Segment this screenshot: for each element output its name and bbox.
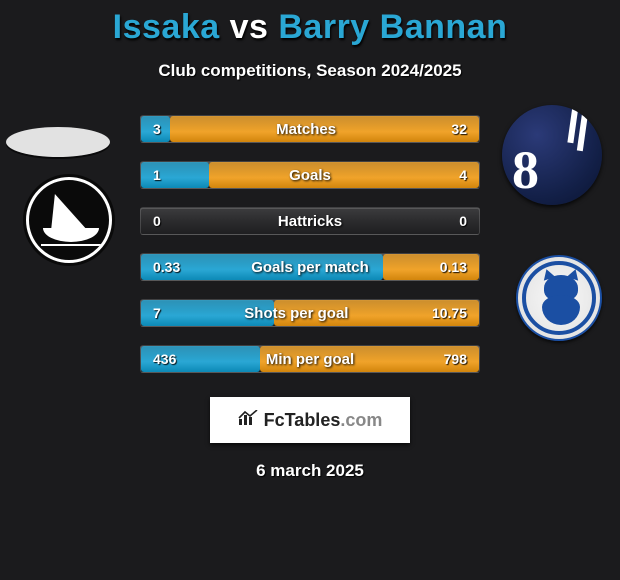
player1-name: Issaka xyxy=(113,8,220,46)
stat-right-value: 4 xyxy=(447,167,479,183)
stat-label: Hattricks xyxy=(173,213,447,230)
stat-bar: 7Shots per goal10.75 xyxy=(140,299,480,327)
player2-name: Barry Bannan xyxy=(278,8,507,46)
page-title: Issaka vs Barry Bannan xyxy=(0,0,620,47)
stat-left-value: 436 xyxy=(141,351,188,367)
player2-photo: 8 xyxy=(502,105,602,205)
stat-right-value: 0.13 xyxy=(428,259,479,275)
stat-label: Goals xyxy=(173,167,447,184)
subtitle: Club competitions, Season 2024/2025 xyxy=(0,61,620,81)
stat-bar: 436Min per goal798 xyxy=(140,345,480,373)
stat-left-value: 0.33 xyxy=(141,259,192,275)
stat-right-value: 798 xyxy=(432,351,479,367)
stat-right-value: 10.75 xyxy=(420,305,479,321)
jersey-number: 8 xyxy=(512,139,539,201)
plymouth-badge-icon xyxy=(26,177,112,263)
jersey-icon: 8 xyxy=(502,105,602,205)
stat-left-value: 1 xyxy=(141,167,173,183)
stat-bar: 0.33Goals per match0.13 xyxy=(140,253,480,281)
chart-icon xyxy=(238,410,258,431)
stat-left-value: 3 xyxy=(141,121,173,137)
comparison-panel: 8 3Matches32 1Goals4 0Hattricks0 0.33Goals … xyxy=(0,115,620,373)
stat-right-value: 0 xyxy=(447,213,479,229)
sheffield-wed-badge-icon xyxy=(516,255,602,341)
snapshot-date: 6 march 2025 xyxy=(0,461,620,481)
stat-bar: 1Goals4 xyxy=(140,161,480,189)
player1-photo xyxy=(6,115,110,175)
stat-bar: 0Hattricks0 xyxy=(140,207,480,235)
branding-strip: FcTables.com xyxy=(210,397,410,443)
silhouette-icon xyxy=(6,127,110,157)
stat-label: Goals per match xyxy=(192,259,428,276)
branding-site: FcTables xyxy=(264,410,341,430)
branding-text: FcTables.com xyxy=(264,410,383,431)
vs-separator: vs xyxy=(230,8,269,46)
stat-left-value: 0 xyxy=(141,213,173,229)
stat-right-value: 32 xyxy=(439,121,479,137)
stat-bars: 3Matches32 1Goals4 0Hattricks0 0.33Goals pe… xyxy=(140,115,480,373)
branding-suffix: .com xyxy=(340,410,382,430)
player1-club-badge xyxy=(26,177,112,263)
stat-label: Shots per goal xyxy=(173,305,420,322)
stat-left-value: 7 xyxy=(141,305,173,321)
stat-label: Min per goal xyxy=(188,351,431,368)
stat-label: Matches xyxy=(173,121,440,138)
player2-club-badge xyxy=(516,255,602,341)
stat-bar: 3Matches32 xyxy=(140,115,480,143)
